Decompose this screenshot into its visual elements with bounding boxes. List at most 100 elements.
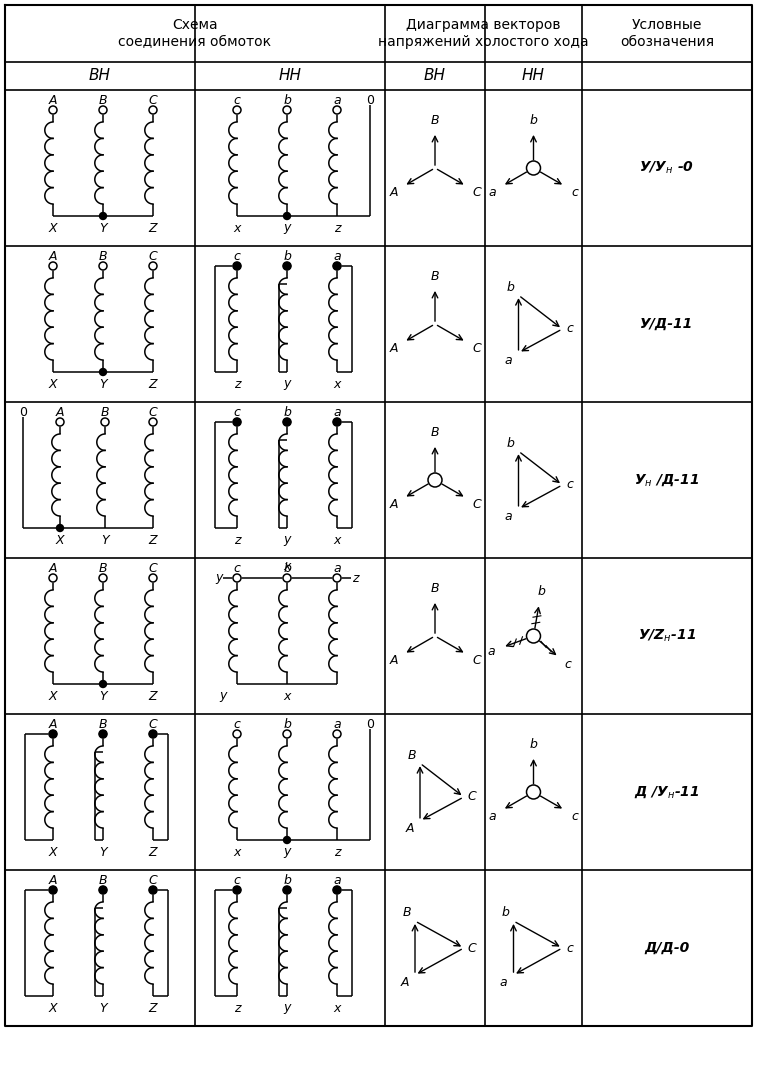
Text: ВН: ВН — [89, 68, 111, 83]
Circle shape — [334, 419, 341, 425]
Text: B: B — [98, 94, 107, 107]
Text: x: x — [333, 533, 341, 547]
Text: Z: Z — [148, 533, 157, 547]
Text: Схема
соединения обмоток: Схема соединения обмоток — [118, 18, 272, 49]
Text: Диаграмма векторов
напряжений холостого хода: Диаграмма векторов напряжений холостого … — [378, 18, 589, 49]
Text: A: A — [389, 341, 397, 355]
Circle shape — [49, 730, 57, 738]
Text: Y: Y — [99, 690, 107, 702]
Text: У/Д-11: У/Д-11 — [640, 317, 693, 332]
Text: x: x — [283, 560, 291, 572]
Circle shape — [284, 887, 291, 893]
Text: C: C — [472, 653, 481, 666]
Text: b: b — [283, 562, 291, 575]
Circle shape — [333, 262, 341, 270]
Text: C: C — [467, 791, 476, 804]
Text: a: a — [500, 976, 507, 989]
Circle shape — [283, 730, 291, 738]
Text: X: X — [48, 845, 58, 858]
Text: y: y — [283, 533, 291, 547]
Text: A: A — [389, 185, 397, 198]
Text: ВН: ВН — [424, 68, 446, 83]
Text: X: X — [48, 222, 58, 235]
Text: x: x — [333, 1001, 341, 1015]
Text: x: x — [233, 222, 241, 235]
Text: A: A — [48, 94, 58, 107]
Text: b: b — [530, 113, 537, 127]
Text: b: b — [283, 405, 291, 419]
Text: c: c — [572, 185, 578, 198]
Text: b: b — [506, 280, 515, 294]
Circle shape — [149, 886, 157, 894]
Text: c: c — [234, 94, 241, 107]
Text: y: y — [220, 690, 226, 702]
Text: X: X — [48, 1001, 58, 1015]
Circle shape — [99, 106, 107, 114]
Circle shape — [149, 262, 157, 270]
Circle shape — [99, 730, 107, 738]
Text: B: B — [431, 581, 439, 595]
Circle shape — [333, 886, 341, 894]
Text: a: a — [333, 94, 341, 107]
Circle shape — [284, 419, 291, 425]
Circle shape — [233, 886, 241, 894]
Circle shape — [99, 730, 107, 738]
Circle shape — [283, 262, 291, 270]
Circle shape — [527, 629, 540, 643]
Circle shape — [233, 730, 241, 738]
Text: B: B — [431, 113, 439, 127]
Circle shape — [99, 574, 107, 582]
Text: y: y — [283, 377, 291, 390]
Text: C: C — [148, 249, 157, 262]
Text: b: b — [537, 585, 545, 598]
Text: a: a — [505, 354, 512, 368]
Text: X: X — [56, 533, 64, 547]
Text: z: z — [234, 377, 240, 390]
Text: Z: Z — [148, 690, 157, 702]
Text: Y: Y — [99, 377, 107, 390]
Text: X: X — [48, 690, 58, 702]
Circle shape — [233, 887, 241, 893]
Text: z: z — [234, 1001, 240, 1015]
Text: A: A — [48, 717, 58, 730]
Text: Д /У$_н$-11: Д /У$_н$-11 — [634, 785, 699, 800]
Text: НН: НН — [522, 68, 545, 83]
Text: A: A — [48, 873, 58, 887]
Circle shape — [149, 887, 157, 893]
Text: C: C — [472, 185, 481, 198]
Text: b: b — [502, 906, 509, 920]
Text: c: c — [567, 323, 574, 336]
Text: c: c — [234, 717, 241, 730]
Circle shape — [149, 730, 157, 738]
Text: a: a — [505, 511, 512, 523]
Text: x: x — [233, 845, 241, 858]
Text: Y: Y — [99, 222, 107, 235]
Circle shape — [283, 574, 291, 582]
Text: a: a — [333, 717, 341, 730]
Text: c: c — [572, 809, 578, 823]
Text: C: C — [148, 717, 157, 730]
Text: z: z — [234, 533, 240, 547]
Text: A: A — [56, 405, 64, 419]
Text: Y: Y — [99, 1001, 107, 1015]
Circle shape — [333, 574, 341, 582]
Text: B: B — [101, 405, 109, 419]
Text: c: c — [234, 405, 241, 419]
Circle shape — [333, 418, 341, 426]
Text: y: y — [283, 845, 291, 858]
Text: B: B — [431, 425, 439, 438]
Text: a: a — [488, 185, 496, 198]
Circle shape — [49, 887, 57, 893]
Text: a: a — [333, 249, 341, 262]
Text: z: z — [352, 571, 358, 584]
Text: c: c — [567, 941, 574, 954]
Text: z: z — [334, 222, 340, 235]
Circle shape — [101, 418, 109, 426]
Circle shape — [99, 212, 107, 220]
Text: X: X — [48, 377, 58, 390]
Circle shape — [49, 730, 57, 738]
Text: У/У$_н$ -0: У/У$_н$ -0 — [640, 160, 695, 176]
Text: c: c — [234, 249, 241, 262]
Circle shape — [428, 473, 442, 487]
Text: B: B — [98, 717, 107, 730]
